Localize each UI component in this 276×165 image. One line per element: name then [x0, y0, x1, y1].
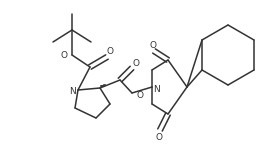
Text: N: N [154, 84, 160, 94]
Text: O: O [60, 51, 68, 61]
Text: O: O [107, 48, 113, 56]
Text: O: O [155, 132, 163, 142]
Text: O: O [132, 59, 139, 67]
Text: O: O [137, 90, 144, 99]
Text: O: O [150, 40, 156, 50]
Text: N: N [70, 87, 76, 97]
